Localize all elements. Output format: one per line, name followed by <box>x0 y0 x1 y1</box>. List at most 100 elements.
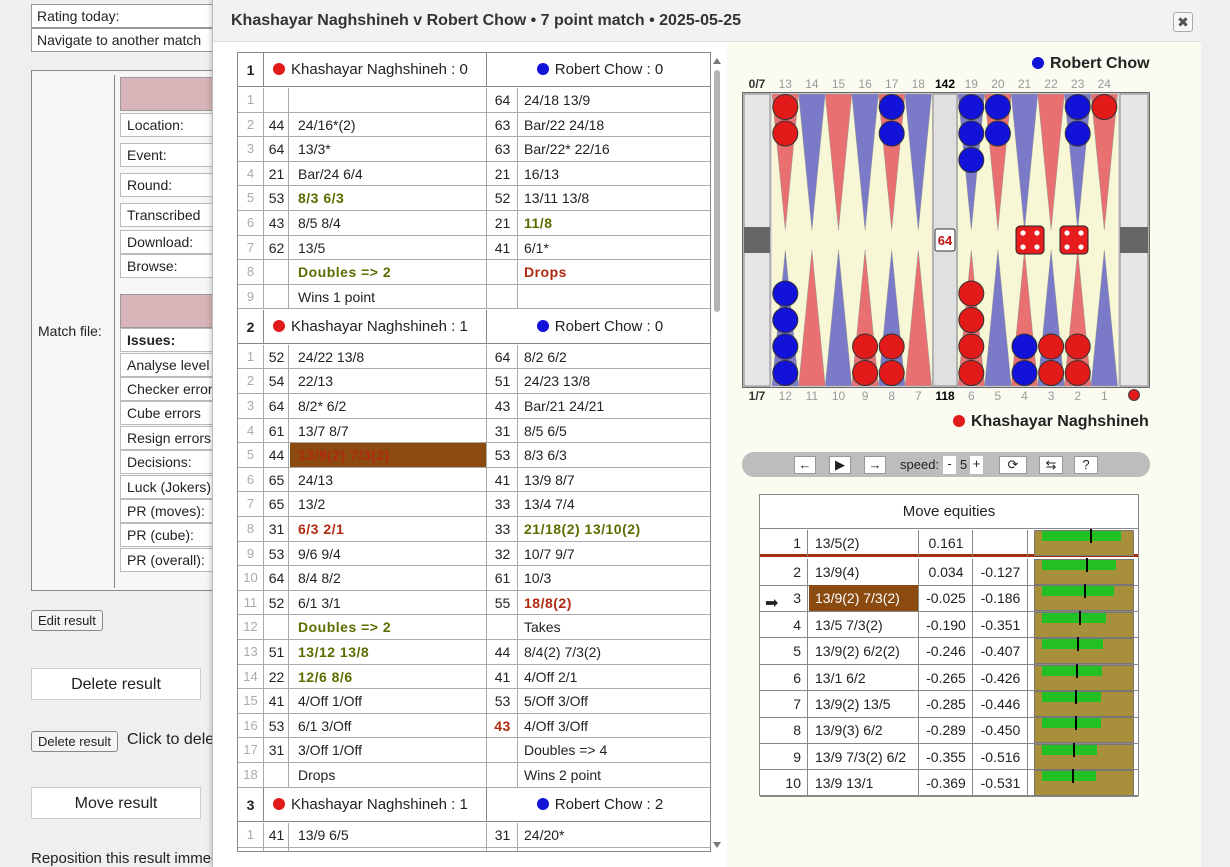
delete-result-header[interactable]: Delete result <box>31 668 201 700</box>
move-row[interactable]: 11 52 6/1 3/1 55 18/8(2) <box>238 590 710 616</box>
player1-move[interactable]: 4/Off 1/Off <box>290 689 487 714</box>
player1-move[interactable]: 13/5 <box>290 235 487 260</box>
move-row[interactable]: 5 44 13/9(2) 7/3(2) 53 8/3 6/3 <box>238 443 710 468</box>
player2-move[interactable]: Doubles => 4 <box>524 742 608 759</box>
equity-row[interactable]: ➡ 3 13/9(2) 7/3(2) -0.025 -0.186 <box>760 584 1138 612</box>
move-list-scrollbar[interactable] <box>712 58 722 850</box>
player1-move[interactable]: Drops <box>290 763 487 787</box>
player2-move[interactable]: Drops <box>524 264 567 281</box>
player2-move[interactable]: Takes <box>524 619 561 636</box>
player2-move[interactable]: 11/8 <box>524 215 553 231</box>
backgammon-board[interactable]: 64 <box>742 92 1150 388</box>
scroll-up-icon[interactable] <box>713 58 721 64</box>
player2-move[interactable]: Bar/21 24/21 <box>524 398 605 414</box>
move-row[interactable]: 9 Wins 1 point <box>238 284 710 310</box>
move-row[interactable]: 6 65 24/13 41 13/9 8/7 <box>238 467 710 493</box>
player1-move[interactable]: Wins 1 point <box>290 284 487 309</box>
move-row[interactable]: 18 Drops Wins 2 point <box>238 763 710 788</box>
player2-move[interactable]: 10/7 9/7 <box>524 545 575 562</box>
play-button[interactable]: ▶ <box>829 456 851 474</box>
player2-move[interactable]: 24/16* <box>519 848 710 851</box>
player2-move[interactable]: 4/Off 2/1 <box>524 668 578 685</box>
player2-move[interactable]: 8/5 6/5 <box>524 422 567 439</box>
player1-move[interactable]: 13/3* <box>290 137 487 162</box>
player2-move[interactable]: 24/20* <box>524 827 565 843</box>
player2-move[interactable]: 8/2 6/2 <box>524 348 567 365</box>
player1-move[interactable]: 24/13 <box>290 467 487 492</box>
swap-button[interactable]: ⇆ <box>1039 456 1063 474</box>
player2-move[interactable]: 5/Off 3/Off <box>524 693 589 710</box>
player2-move[interactable]: 24/18 13/9 <box>524 92 591 108</box>
player1-move[interactable]: 24/16*(2) <box>290 112 487 137</box>
player2-move[interactable]: 13/9 8/7 <box>524 471 575 488</box>
player2-move[interactable]: 24/23 13/8 <box>524 373 591 390</box>
move-row[interactable]: 3 64 8/2* 6/2 43 Bar/21 24/21 <box>238 394 710 419</box>
equity-row[interactable]: 7 13/9(2) 13/5 -0.285 -0.446 <box>760 690 1138 718</box>
equity-row[interactable]: 5 13/9(2) 6/2(2) -0.246 -0.407 <box>760 637 1138 665</box>
player1-move[interactable]: 9/6 9/4 <box>290 541 487 566</box>
equity-row[interactable]: 8 13/9(3) 6/2 -0.289 -0.450 <box>760 716 1138 744</box>
edit-result-button[interactable]: Edit result <box>31 610 103 631</box>
move-row[interactable]: 9 53 9/6 9/4 32 10/7 9/7 <box>238 541 710 567</box>
move-row[interactable]: 16 53 6/1 3/Off 43 4/Off 3/Off <box>238 713 710 739</box>
player2-move[interactable]: Bar/22* 22/16 <box>524 141 610 158</box>
player1-move[interactable]: 13/7 8/7 <box>290 418 487 443</box>
back-button[interactable]: ← <box>794 456 816 474</box>
move-row[interactable]: 17 31 3/Off 1/Off Doubles => 4 <box>238 738 710 763</box>
player1-move[interactable]: 13/12 13/8 <box>290 640 487 664</box>
move-row[interactable]: 14 22 12/6 8/6 41 4/Off 2/1 <box>238 664 710 690</box>
move-row[interactable]: 7 65 13/2 33 13/4 7/4 <box>238 492 710 517</box>
equity-row[interactable]: 2 13/9(4) 0.034 -0.127 <box>760 558 1138 586</box>
player1-move[interactable]: 22/13 <box>290 369 487 394</box>
move-row[interactable]: 1 41 13/9 6/5 31 24/20* <box>238 823 710 848</box>
player1-move[interactable]: 24/22 13/8 <box>290 344 487 369</box>
move-row[interactable]: 12 Doubles => 2 Takes <box>238 615 710 640</box>
move-row[interactable]: 6 43 8/5 8/4 21 11/8 <box>238 211 710 236</box>
player1-move[interactable]: 8/2* 6/2 <box>290 394 487 418</box>
player2-move[interactable]: 4/Off 3/Off <box>524 717 589 734</box>
move-row[interactable]: 8 31 6/3 2/1 33 21/18(2) 13/10(2) <box>238 517 710 542</box>
move-row[interactable]: 4 61 13/7 8/7 31 8/5 6/5 <box>238 418 710 444</box>
player1-move[interactable]: 13/9(2) 7/3(2) <box>290 443 487 468</box>
move-row[interactable]: 8 Doubles => 2 Drops <box>238 260 710 285</box>
forward-button[interactable]: → <box>864 456 886 474</box>
move-row[interactable]: 3 64 13/3* 63 Bar/22* 22/16 <box>238 137 710 162</box>
speed-plus-button[interactable]: + <box>970 456 983 474</box>
player1-move[interactable]: 13/9 6/5 <box>290 823 487 847</box>
player2-move[interactable]: 16/13 <box>524 165 560 182</box>
equity-row[interactable]: 6 13/1 6/2 -0.265 -0.426 <box>760 663 1138 692</box>
player2-move[interactable]: 6/1* <box>524 239 549 256</box>
player1-move[interactable]: 6/3 2/1 <box>290 517 487 541</box>
speed-minus-button[interactable]: - <box>943 456 956 474</box>
equity-row[interactable]: 1 13/5(2) 0.161 <box>760 529 1138 557</box>
player1-move[interactable]: Cannot Move <box>290 847 487 851</box>
player1-move[interactable]: 8/3 6/3 <box>290 186 487 211</box>
player1-move[interactable]: 6/1 3/1 <box>290 590 487 615</box>
help-button[interactable]: ? <box>1074 456 1098 474</box>
player1-move[interactable]: Doubles => 2 <box>290 260 487 285</box>
scroll-thumb[interactable] <box>714 70 720 312</box>
move-result-header[interactable]: Move result <box>31 787 201 819</box>
equity-row[interactable]: 4 13/5 7/3(2) -0.190 -0.351 <box>760 610 1138 639</box>
player2-move[interactable]: Bar/22 24/18 <box>524 116 605 133</box>
player2-move[interactable]: 13/11 13/8 <box>524 190 590 207</box>
move-row[interactable]: 266Cannot Move6224/16* <box>238 847 710 851</box>
player1-move[interactable]: 8/4 8/2 <box>290 566 487 591</box>
player1-move[interactable]: 6/1 3/Off <box>290 713 487 738</box>
move-row[interactable]: 15 41 4/Off 1/Off 53 5/Off 3/Off <box>238 689 710 714</box>
move-row[interactable]: 13 51 13/12 13/8 44 8/4(2) 7/3(2) <box>238 640 710 665</box>
move-row[interactable]: 5 53 8/3 6/3 52 13/11 13/8 <box>238 186 710 211</box>
player1-move[interactable]: 3/Off 1/Off <box>290 738 487 763</box>
player2-move[interactable] <box>519 285 710 309</box>
navigate-match-link[interactable]: Navigate to another match <box>31 28 221 52</box>
move-row[interactable]: 4 21 Bar/24 6/4 21 16/13 <box>238 161 710 187</box>
player2-move[interactable]: 21/18(2) 13/10(2) <box>524 521 641 537</box>
equity-row[interactable]: 10 13/9 13/1 -0.369 -0.531 <box>760 769 1138 797</box>
player2-move[interactable]: 8/4(2) 7/3(2) <box>524 644 602 660</box>
player2-move[interactable]: 8/3 6/3 <box>524 447 567 464</box>
move-row[interactable]: 2 44 24/16*(2) 63 Bar/22 24/18 <box>238 112 710 138</box>
move-row[interactable]: 1 64 24/18 13/9 <box>238 88 710 113</box>
move-row[interactable]: 1 52 24/22 13/8 64 8/2 6/2 <box>238 344 710 370</box>
equity-row[interactable]: 9 13/9 7/3(2) 6/2 -0.355 -0.516 <box>760 742 1138 771</box>
player2-move[interactable]: 18/8(2) <box>524 594 572 611</box>
